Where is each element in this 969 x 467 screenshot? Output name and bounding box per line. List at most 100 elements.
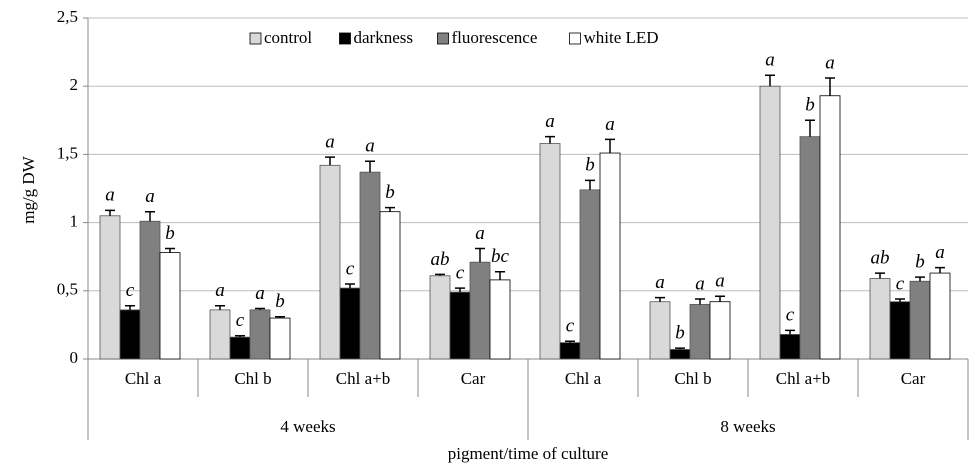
significance-letter: a xyxy=(365,136,375,157)
legend-label: control xyxy=(264,28,312,47)
significance-letter: a xyxy=(825,52,835,73)
bar xyxy=(579,189,601,360)
y-tick-label: 1 xyxy=(70,212,79,231)
legend-swatch xyxy=(437,32,449,45)
bar xyxy=(889,301,911,360)
bar xyxy=(759,85,781,360)
significance-letter: a xyxy=(655,272,665,293)
bar xyxy=(779,334,801,360)
significance-letter: a xyxy=(695,273,705,294)
significance-letter: b xyxy=(585,155,595,176)
error-bar xyxy=(825,77,835,96)
error-bar xyxy=(455,287,465,293)
error-bar xyxy=(545,135,555,144)
error-bar xyxy=(345,283,355,289)
bar xyxy=(909,280,931,360)
error-bar xyxy=(585,179,595,190)
error-bar xyxy=(875,272,885,279)
significance-letter: bc xyxy=(491,246,510,267)
y-tick-label: 0,5 xyxy=(57,280,78,299)
error-bar xyxy=(165,247,175,253)
bar xyxy=(669,349,691,360)
error-bar xyxy=(675,347,685,350)
significance-letter: a xyxy=(325,131,335,152)
x-tick-label: Chl a+b xyxy=(336,369,390,388)
error-bar xyxy=(765,74,775,87)
y-tick-label: 2,5 xyxy=(57,7,78,26)
x-tick-label: Chl a+b xyxy=(776,369,830,388)
x-tick-label: Chl a xyxy=(125,369,162,388)
error-bar xyxy=(605,138,615,154)
error-bar xyxy=(565,340,575,343)
x-tick-label: Chl b xyxy=(674,369,711,388)
significance-letter: c xyxy=(566,316,575,337)
y-axis-title: mg/g DW xyxy=(19,155,38,223)
bar xyxy=(229,336,251,360)
error-bar xyxy=(805,119,815,137)
bar xyxy=(99,215,121,360)
bar xyxy=(709,301,731,360)
error-bar xyxy=(495,270,505,280)
significance-letter: b xyxy=(915,252,925,273)
bar xyxy=(359,171,381,360)
significance-letter: a xyxy=(935,242,945,263)
significance-letter: a xyxy=(715,271,725,292)
bar xyxy=(209,309,231,360)
error-bar xyxy=(275,315,285,319)
bar xyxy=(799,136,821,360)
significance-letter: a xyxy=(765,50,775,71)
bar xyxy=(559,342,581,360)
y-tick-label: 2 xyxy=(70,75,79,94)
significance-letter: b xyxy=(675,322,685,343)
bar xyxy=(319,164,341,360)
bar xyxy=(379,211,401,360)
legend-swatch xyxy=(569,32,581,45)
bar xyxy=(119,309,141,360)
significance-letter: a xyxy=(605,114,615,135)
group-label: 8 weeks xyxy=(720,417,775,436)
bar xyxy=(869,278,891,360)
bar xyxy=(819,95,841,360)
bar xyxy=(249,309,271,360)
x-tick-label: Chl b xyxy=(234,369,271,388)
significance-letter: a xyxy=(255,283,265,304)
bar xyxy=(139,220,161,360)
bar xyxy=(469,261,491,360)
significance-letter: b xyxy=(385,182,395,203)
bar xyxy=(269,317,291,360)
legend-swatch xyxy=(339,32,351,45)
significance-letter: c xyxy=(456,262,465,283)
bar xyxy=(489,279,511,360)
x-axis-title: pigment/time of culture xyxy=(448,444,609,463)
bar xyxy=(929,272,951,360)
x-tick-label: Car xyxy=(461,369,486,388)
significance-letter: c xyxy=(236,310,245,331)
error-bar xyxy=(125,305,135,310)
bar xyxy=(689,304,711,360)
significance-letter: c xyxy=(786,305,795,326)
bar xyxy=(649,301,671,360)
significance-letter: a xyxy=(145,186,155,207)
bar xyxy=(159,252,181,360)
x-tick-label: Car xyxy=(901,369,926,388)
significance-letter: ab xyxy=(431,249,450,270)
error-bar xyxy=(215,305,225,310)
error-bar xyxy=(695,298,705,305)
bar xyxy=(449,291,471,360)
significance-letter: a xyxy=(105,185,115,206)
significance-letter: c xyxy=(126,280,135,301)
error-bar xyxy=(365,160,375,173)
error-bar xyxy=(235,335,245,338)
error-bar xyxy=(435,273,445,276)
error-bar xyxy=(715,295,725,302)
legend-label: white LED xyxy=(584,28,659,47)
error-bar xyxy=(915,276,925,282)
bar xyxy=(539,143,561,360)
significance-letter: a xyxy=(545,111,555,132)
bar xyxy=(339,287,361,360)
bar xyxy=(429,275,451,360)
error-bar xyxy=(325,156,335,166)
significance-letter: ab xyxy=(871,247,890,268)
significance-letter: b xyxy=(275,291,285,312)
